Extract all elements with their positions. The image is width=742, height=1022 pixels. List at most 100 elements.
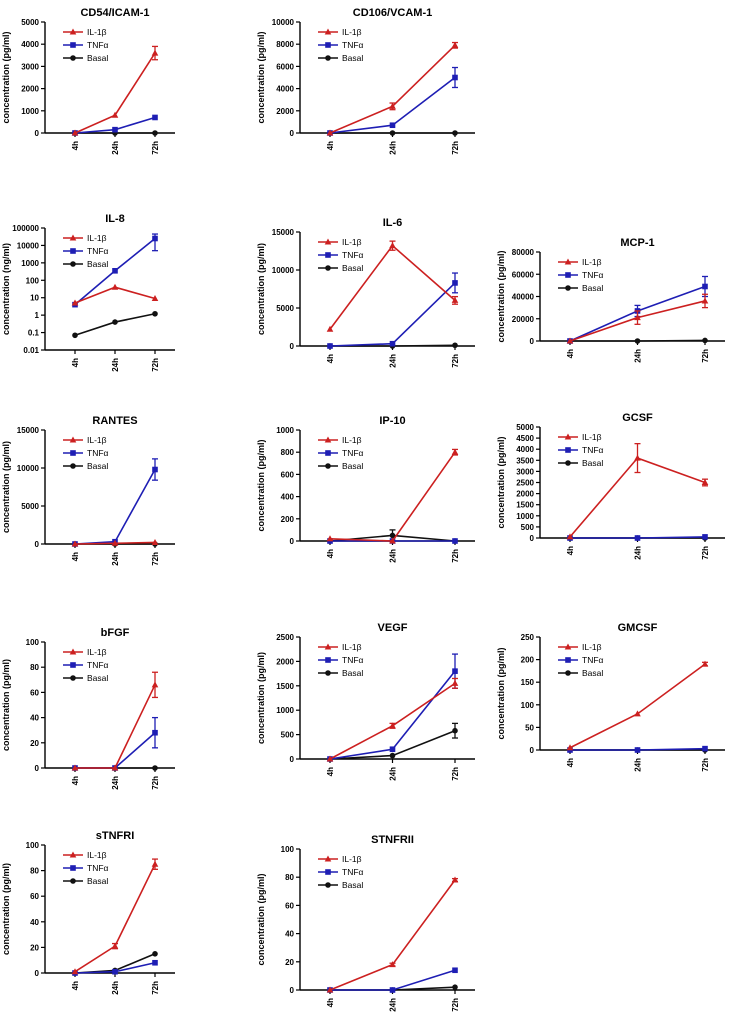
y-tick-label: 8000 [276, 40, 294, 49]
data-point-tnfa [389, 746, 396, 753]
x-tick-label: 4h [326, 549, 335, 558]
data-point-il1b [566, 337, 574, 344]
data-point-basal [634, 338, 641, 344]
legend-label-basal: Basal [342, 461, 363, 471]
x-tick-label: 24h [634, 758, 643, 772]
y-tick-label: 15000 [17, 426, 40, 435]
y-tick-label: 1500 [276, 682, 294, 691]
legend-label-il1b: IL-1β [87, 435, 107, 445]
x-tick-label: 72h [451, 354, 460, 368]
legend-marker-il1b [324, 855, 332, 862]
y-tick-label: 80 [30, 867, 39, 876]
legend-marker-basal [325, 55, 331, 61]
legend-marker-basal [325, 882, 331, 888]
legend-label-tnfa: TNFα [342, 40, 364, 50]
data-point-basal [452, 984, 458, 990]
legend-label-tnfa: TNFα [87, 660, 109, 670]
data-point-tnfa [152, 235, 158, 242]
legend-label-basal: Basal [87, 876, 108, 886]
data-point-il1b [451, 679, 459, 686]
y-tick-label: 100 [26, 841, 40, 850]
data-point-tnfa [112, 968, 118, 975]
chart-panel-4: MCP-1 concentration (pg/ml) 0 20000 40000 600… [496, 237, 725, 363]
data-point-tnfa [389, 987, 396, 993]
y-tick-label: 100 [521, 701, 535, 710]
y-axis-label: concentration (pg/ml) [1, 863, 11, 955]
y-axis-label: concentration (pg/ml) [1, 441, 11, 533]
data-point-il1b [111, 283, 119, 290]
y-axis-label: concentration (pg/ml) [496, 436, 506, 528]
legend-marker-tnfa [565, 447, 571, 453]
y-tick-label: 0 [290, 986, 295, 995]
chart-panel-12: STNFRII concentration (pg/ml) 0 20 40 60 80 100… [256, 834, 475, 1012]
data-point-il1b [111, 111, 119, 118]
data-point-il1b [566, 744, 574, 751]
legend-label-tnfa: TNFα [342, 448, 364, 458]
legend-marker-tnfa [70, 248, 76, 254]
series-line-tnfa [329, 670, 456, 760]
data-point-tnfa [152, 729, 158, 736]
y-tick-label: 1500 [516, 501, 534, 510]
x-tick-label: 24h [389, 767, 398, 781]
data-point-tnfa [702, 534, 708, 540]
x-tick-label: 4h [566, 546, 575, 555]
series-line-tnfa [329, 282, 456, 347]
data-point-il1b [151, 49, 159, 56]
chart-title: sTNFRI [96, 830, 135, 842]
data-point-tnfa [389, 122, 396, 129]
legend-label-il1b: IL-1β [87, 233, 107, 243]
data-point-il1b [326, 755, 334, 762]
x-tick-label: 24h [111, 552, 120, 566]
data-point-il1b [634, 454, 641, 461]
chart-title: CD54/ICAM-1 [80, 7, 149, 19]
y-tick-label: 60 [30, 892, 39, 901]
legend-marker-basal [70, 878, 76, 884]
legend-marker-tnfa [325, 869, 331, 875]
chart-title: bFGF [101, 627, 130, 639]
data-point-il1b [451, 876, 459, 883]
y-tick-label: 2000 [21, 85, 39, 94]
chart-title: IP-10 [379, 415, 405, 427]
y-tick-label: 2500 [276, 633, 294, 642]
y-tick-label: 10000 [272, 266, 295, 275]
chart-panel-7: GCSF concentration (pg/ml) 0 500 1000 1500 200… [496, 412, 725, 560]
data-point-tnfa [389, 340, 396, 347]
y-tick-label: 2000 [276, 657, 294, 666]
x-tick-label: 72h [451, 549, 460, 563]
y-tick-label: 100 [26, 638, 40, 647]
data-point-il1b [326, 986, 334, 993]
y-tick-label: 5000 [21, 502, 39, 511]
legend-marker-tnfa [70, 42, 76, 48]
x-tick-label: 24h [111, 981, 120, 995]
data-point-il1b [701, 297, 709, 304]
legend-marker-il1b [564, 433, 572, 440]
chart-title: STNFRII [371, 834, 414, 846]
x-tick-label: 24h [634, 546, 643, 560]
y-tick-label: 6000 [276, 62, 294, 71]
data-point-il1b [389, 537, 396, 544]
y-tick-label: 800 [281, 448, 295, 457]
y-axis-label: concentration (pg/ml) [256, 652, 266, 744]
y-tick-label: 80 [285, 873, 294, 882]
legend-marker-basal [70, 675, 76, 681]
y-tick-label: 10000 [17, 241, 40, 250]
data-point-basal [389, 532, 396, 539]
chart-title: RANTES [92, 415, 137, 427]
legend-label-basal: Basal [582, 283, 603, 293]
legend-marker-il1b [69, 234, 77, 241]
x-tick-label: 72h [701, 546, 710, 560]
data-point-il1b [111, 942, 119, 949]
x-tick-label: 4h [71, 141, 80, 150]
x-tick-label: 4h [566, 349, 575, 358]
chart-title: IL-8 [105, 213, 125, 225]
x-tick-label: 4h [71, 552, 80, 561]
data-point-il1b [634, 710, 641, 717]
data-point-il1b [326, 325, 334, 332]
chart-panel-10: GMCSF concentration (pg/ml) 0 50 100 150 200 25… [496, 622, 725, 772]
data-point-tnfa [452, 538, 458, 544]
y-tick-label: 400 [281, 493, 295, 502]
legend-label-basal: Basal [87, 259, 108, 269]
data-point-tnfa [634, 747, 641, 753]
data-point-basal [152, 310, 158, 317]
chart-panel-5: RANTES concentration (pg/ml) 0 5000 10000 150… [1, 415, 175, 566]
